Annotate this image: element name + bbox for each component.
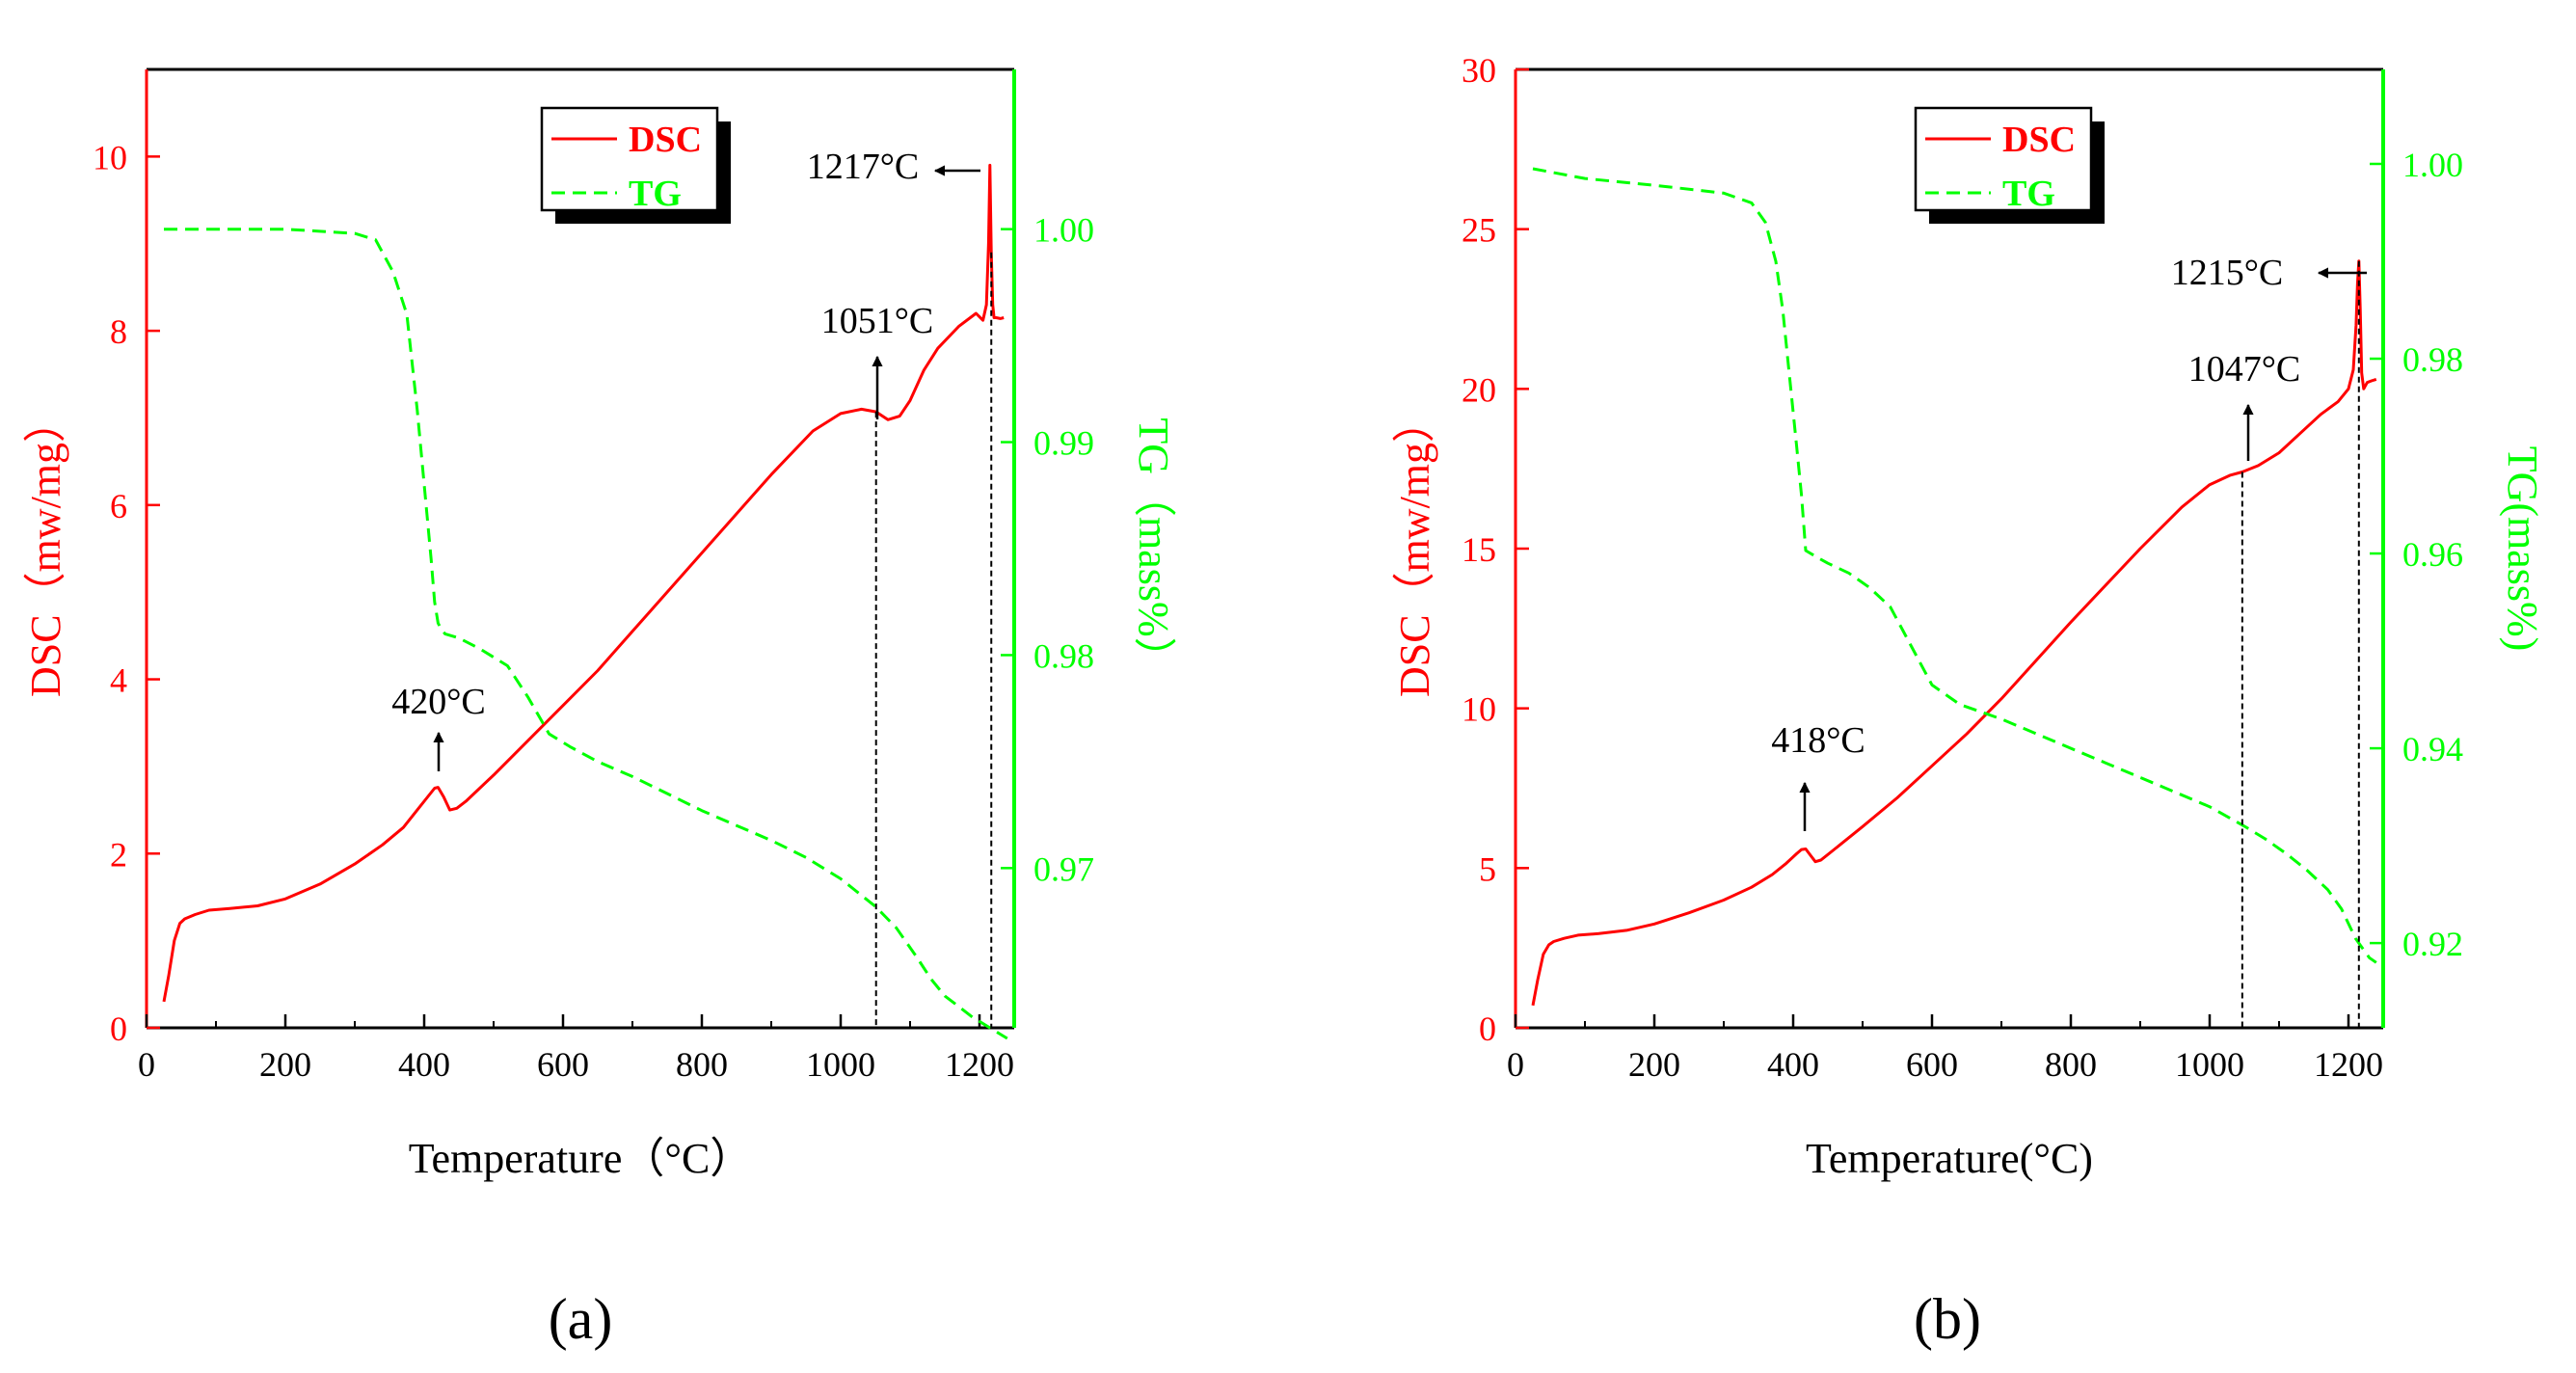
x-tick-label: 800 [2045, 1045, 2097, 1084]
chart-panel-a: 0 200 400 600 800 1000 1200 0 2 4 6 8 10 0.97 0.98 0.99… [22, 67, 1177, 1351]
left-y-tick-label: 0 [110, 1010, 127, 1048]
right-y-tick-label: 0.99 [1033, 424, 1094, 463]
tg-series-line [1532, 167, 2377, 964]
left-y-tick-label: 0 [1479, 1010, 1496, 1048]
dsc-series-line [1531, 259, 2377, 1007]
annotation-label: 1215°C [2171, 253, 2284, 293]
legend-label-tg: TG [629, 174, 682, 214]
left-y-axis-title: DSC（mw/mg） [22, 400, 69, 697]
left-y-axis-title: DSC（mw/mg） [1391, 400, 1438, 697]
x-tick-label: 0 [1507, 1045, 1524, 1084]
right-y-tick-label: 1.00 [1033, 211, 1094, 250]
legend-label-dsc: DSC [2002, 120, 2076, 160]
x-axis-title: Temperature(°C) [1806, 1135, 2093, 1182]
right-y-tick-label: 0.92 [2402, 925, 2463, 963]
right-y-tick-label: 0.98 [2402, 340, 2463, 379]
annotation-label: 420°C [391, 682, 486, 722]
right-y-tick-label: 1.00 [2402, 146, 2463, 184]
right-y-tick-label: 0.94 [2402, 730, 2463, 768]
dsc-series-line [162, 163, 1005, 1003]
x-tick-label: 400 [398, 1045, 450, 1084]
right-y-tick-label: 0.96 [2402, 535, 2463, 574]
left-y-tick-label: 2 [110, 835, 127, 874]
x-tick-label: 1000 [2175, 1045, 2244, 1084]
left-y-tick-label: 10 [93, 138, 127, 176]
x-tick-label: 200 [259, 1045, 311, 1084]
x-tick-label: 400 [1767, 1045, 1819, 1084]
right-y-axis-title: TG（mass%） [1130, 417, 1177, 679]
right-y-tick-label: 0.98 [1033, 636, 1094, 675]
annotation-label: 1047°C [2188, 349, 2301, 390]
left-y-tick-label: 15 [1462, 530, 1496, 569]
left-y-tick-label: 4 [110, 661, 127, 700]
x-axis-title: Temperature（°C） [409, 1135, 753, 1182]
left-y-tick-label: 6 [110, 487, 127, 525]
x-tick-label: 800 [676, 1045, 728, 1084]
right-y-axis-title: TG(mass%) [2499, 446, 2546, 652]
panel-label: (a) [549, 1287, 613, 1351]
x-tick-label: 600 [537, 1045, 589, 1084]
legend-label-dsc: DSC [629, 120, 702, 160]
x-tick-label: 1200 [945, 1045, 1014, 1084]
x-tick-label: 0 [138, 1045, 155, 1084]
x-tick-label: 200 [1628, 1045, 1680, 1084]
x-tick-label: 600 [1906, 1045, 1958, 1084]
right-y-tick-label: 0.97 [1033, 849, 1094, 888]
left-y-tick-label: 8 [110, 312, 127, 351]
legend-box [1914, 106, 2093, 212]
annotation-label: 1217°C [807, 147, 920, 187]
annotation-label: 418°C [1771, 720, 1865, 761]
left-y-tick-label: 5 [1479, 849, 1496, 888]
legend-box [540, 106, 719, 212]
legend-label-tg: TG [2002, 174, 2055, 214]
tg-series-line [164, 228, 1008, 1040]
left-y-tick-label: 30 [1462, 51, 1496, 90]
x-tick-label: 1200 [2314, 1045, 2383, 1084]
left-y-tick-label: 10 [1462, 690, 1496, 729]
chart-panel-b: 0 200 400 600 800 1000 1200 0 5 10 15 20 25 30 0.92 0.9… [1391, 51, 2546, 1351]
x-tick-label: 1000 [806, 1045, 875, 1084]
left-y-tick-label: 25 [1462, 211, 1496, 250]
left-y-tick-label: 20 [1462, 370, 1496, 409]
annotation-label: 1051°C [821, 301, 934, 341]
panel-label: (b) [1914, 1287, 1981, 1351]
